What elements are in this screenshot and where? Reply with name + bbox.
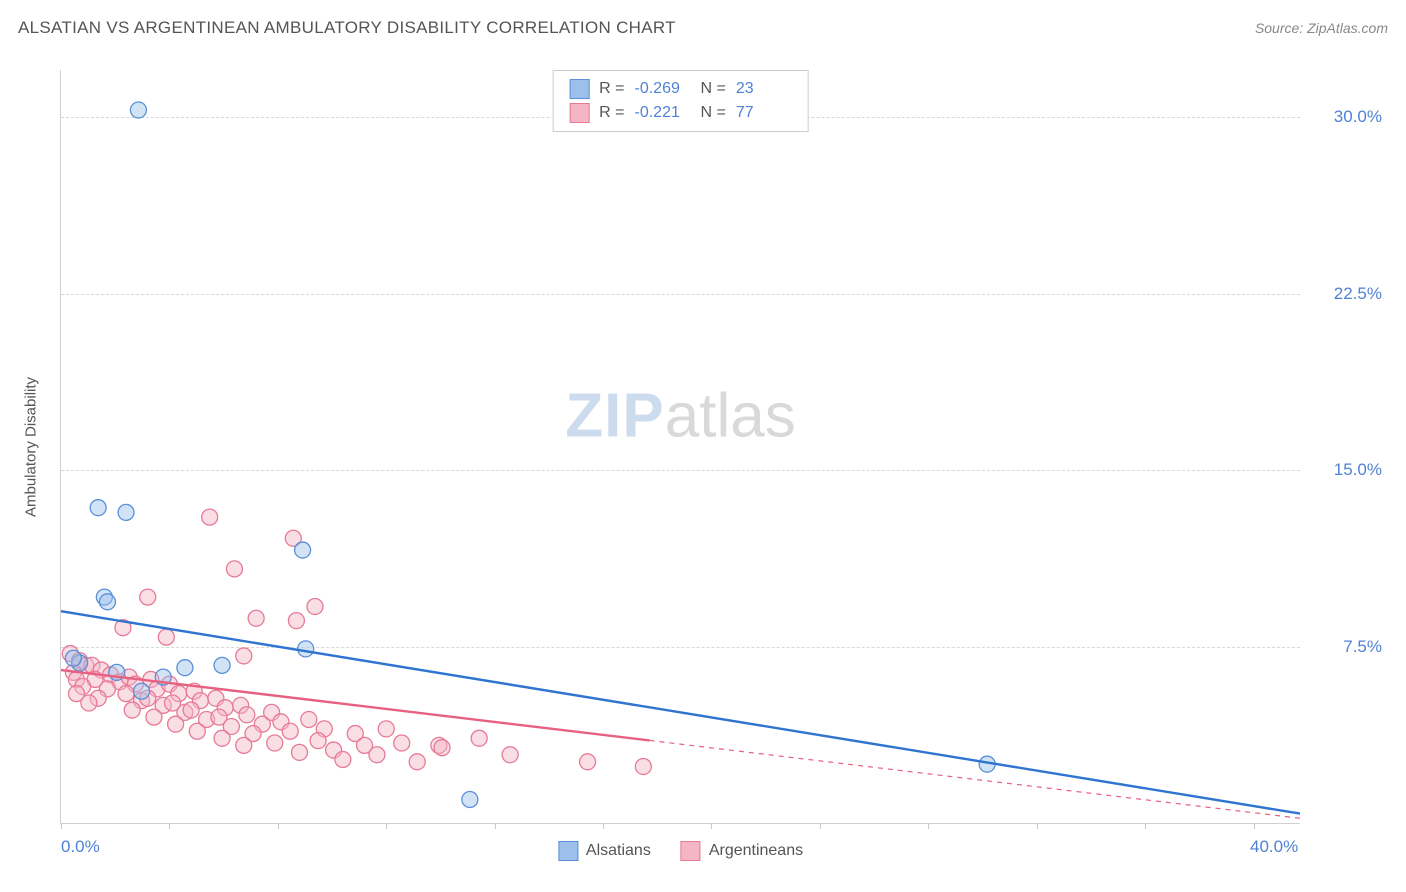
legend-item-argentineans: Argentineans <box>681 841 803 861</box>
correlation-row-alsatians: R = -0.269 N = 23 <box>569 77 792 101</box>
chart-title: ALSATIAN VS ARGENTINEAN AMBULATORY DISAB… <box>18 18 676 38</box>
y-tick-label: 30.0% <box>1310 107 1382 127</box>
legend-label-alsatians: Alsatians <box>586 842 651 860</box>
swatch-argentineans-icon <box>569 103 589 123</box>
x-tick-label: 0.0% <box>61 837 100 857</box>
plot-area: Ambulatory Disability ZIPatlas R = -0.26… <box>60 70 1300 824</box>
swatch-argentineans-icon <box>681 841 701 861</box>
x-tick-label: 40.0% <box>1250 837 1298 857</box>
r-value-alsatians: -0.269 <box>635 77 691 101</box>
scatter-surface <box>61 70 1300 823</box>
chart-container: Ambulatory Disability ZIPatlas R = -0.26… <box>18 58 1388 874</box>
series-legend: Alsatians Argentineans <box>558 841 803 861</box>
n-value-argentineans: 77 <box>736 101 792 125</box>
n-label: N = <box>701 101 726 125</box>
legend-item-alsatians: Alsatians <box>558 841 651 861</box>
r-label: R = <box>599 101 624 125</box>
y-tick-label: 15.0% <box>1310 460 1382 480</box>
y-tick-label: 22.5% <box>1310 284 1382 304</box>
r-value-argentineans: -0.221 <box>635 101 691 125</box>
swatch-alsatians-icon <box>558 841 578 861</box>
swatch-alsatians-icon <box>569 79 589 99</box>
y-tick-label: 7.5% <box>1310 637 1382 657</box>
correlation-row-argentineans: R = -0.221 N = 77 <box>569 101 792 125</box>
n-label: N = <box>701 77 726 101</box>
source-label: Source: ZipAtlas.com <box>1255 20 1388 36</box>
legend-label-argentineans: Argentineans <box>709 842 803 860</box>
y-axis-label: Ambulatory Disability <box>23 376 40 516</box>
n-value-alsatians: 23 <box>736 77 792 101</box>
correlation-legend: R = -0.269 N = 23 R = -0.221 N = 77 <box>552 70 809 132</box>
r-label: R = <box>599 77 624 101</box>
